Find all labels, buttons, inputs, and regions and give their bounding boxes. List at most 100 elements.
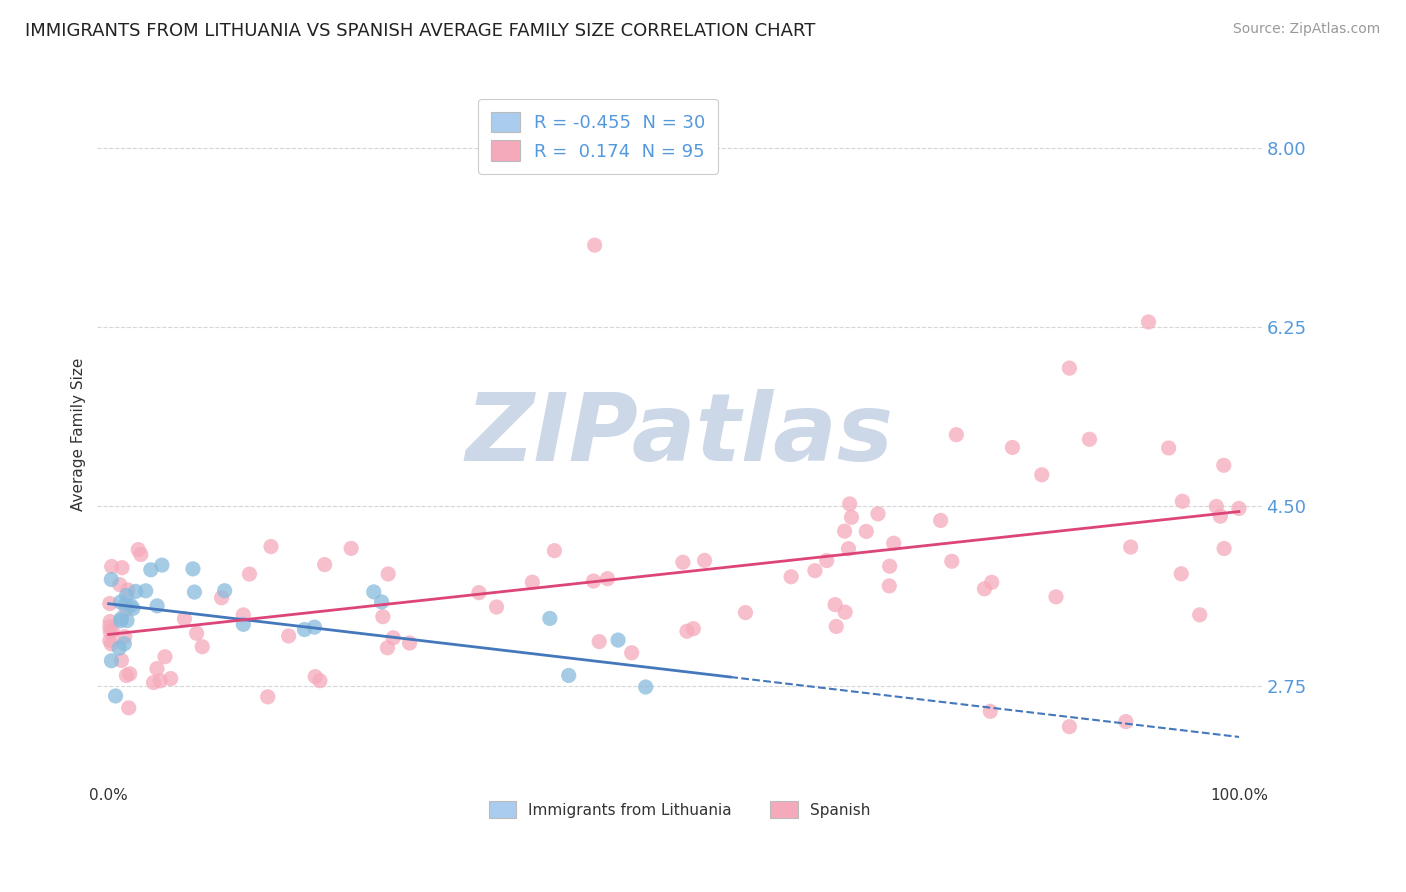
Point xyxy=(118,666,141,681)
Point xyxy=(1059,361,1081,376)
Point xyxy=(1170,566,1192,581)
Point xyxy=(146,599,169,613)
Point xyxy=(108,577,131,591)
Point xyxy=(815,553,838,567)
Point xyxy=(111,560,134,574)
Point xyxy=(277,629,299,643)
Point xyxy=(485,599,508,614)
Point xyxy=(734,606,756,620)
Point xyxy=(834,524,856,538)
Point xyxy=(304,670,326,684)
Point xyxy=(98,620,121,634)
Point xyxy=(838,497,860,511)
Point xyxy=(294,623,316,637)
Point xyxy=(929,514,952,528)
Point xyxy=(804,564,827,578)
Point xyxy=(1031,467,1053,482)
Point xyxy=(980,575,1002,590)
Point xyxy=(1212,458,1234,473)
Point xyxy=(232,617,254,632)
Point xyxy=(304,620,326,634)
Point xyxy=(118,701,141,715)
Point xyxy=(825,619,848,633)
Point xyxy=(1227,501,1250,516)
Point xyxy=(607,633,630,648)
Point xyxy=(834,605,856,619)
Point xyxy=(115,602,138,616)
Point xyxy=(1213,541,1236,556)
Point xyxy=(1205,500,1227,514)
Point xyxy=(340,541,363,556)
Text: IMMIGRANTS FROM LITHUANIA VS SPANISH AVERAGE FAMILY SIZE CORRELATION CHART: IMMIGRANTS FROM LITHUANIA VS SPANISH AVE… xyxy=(25,22,815,40)
Point xyxy=(100,654,122,668)
Point xyxy=(181,562,204,576)
Point xyxy=(837,541,859,556)
Point xyxy=(682,622,704,636)
Point xyxy=(129,548,152,562)
Point xyxy=(309,673,332,688)
Point xyxy=(1059,720,1081,734)
Point xyxy=(877,579,900,593)
Point xyxy=(382,631,405,645)
Point xyxy=(135,583,157,598)
Text: Source: ZipAtlas.com: Source: ZipAtlas.com xyxy=(1233,22,1381,37)
Point xyxy=(582,574,605,588)
Point xyxy=(314,558,336,572)
Point xyxy=(363,585,385,599)
Point xyxy=(1115,714,1137,729)
Point xyxy=(115,589,138,603)
Point xyxy=(98,615,121,629)
Point xyxy=(596,572,619,586)
Point xyxy=(127,542,149,557)
Point xyxy=(941,554,963,568)
Point xyxy=(879,559,901,574)
Y-axis label: Average Family Size: Average Family Size xyxy=(72,358,86,511)
Point xyxy=(468,585,491,599)
Point xyxy=(104,689,127,703)
Point xyxy=(780,570,803,584)
Point xyxy=(100,559,122,574)
Point xyxy=(1157,441,1180,455)
Point xyxy=(377,566,399,581)
Point xyxy=(110,595,132,609)
Point xyxy=(98,597,121,611)
Point xyxy=(1078,432,1101,446)
Point xyxy=(620,646,643,660)
Text: ZIPatlas: ZIPatlas xyxy=(465,389,893,481)
Point xyxy=(101,624,124,638)
Point xyxy=(398,636,420,650)
Point xyxy=(557,668,579,682)
Point xyxy=(945,427,967,442)
Point xyxy=(112,637,135,651)
Point xyxy=(110,653,132,667)
Point xyxy=(1209,509,1232,524)
Point xyxy=(1137,315,1160,329)
Point xyxy=(634,680,657,694)
Point xyxy=(108,641,131,656)
Point xyxy=(120,599,142,613)
Legend: Immigrants from Lithuania, Spanish: Immigrants from Lithuania, Spanish xyxy=(482,796,876,824)
Point xyxy=(260,540,283,554)
Point xyxy=(100,573,122,587)
Point xyxy=(153,649,176,664)
Point xyxy=(125,584,148,599)
Point xyxy=(883,536,905,550)
Point xyxy=(238,567,260,582)
Point xyxy=(159,672,181,686)
Point xyxy=(979,704,1001,718)
Point xyxy=(1171,494,1194,508)
Point xyxy=(100,637,122,651)
Point xyxy=(98,625,121,640)
Point xyxy=(973,582,995,596)
Point xyxy=(183,585,205,599)
Point xyxy=(186,626,208,640)
Point xyxy=(115,668,138,682)
Point xyxy=(98,633,121,648)
Point xyxy=(1045,590,1067,604)
Point xyxy=(114,630,136,644)
Point xyxy=(191,640,214,654)
Point xyxy=(142,675,165,690)
Point xyxy=(588,634,610,648)
Point xyxy=(173,612,195,626)
Point xyxy=(693,553,716,567)
